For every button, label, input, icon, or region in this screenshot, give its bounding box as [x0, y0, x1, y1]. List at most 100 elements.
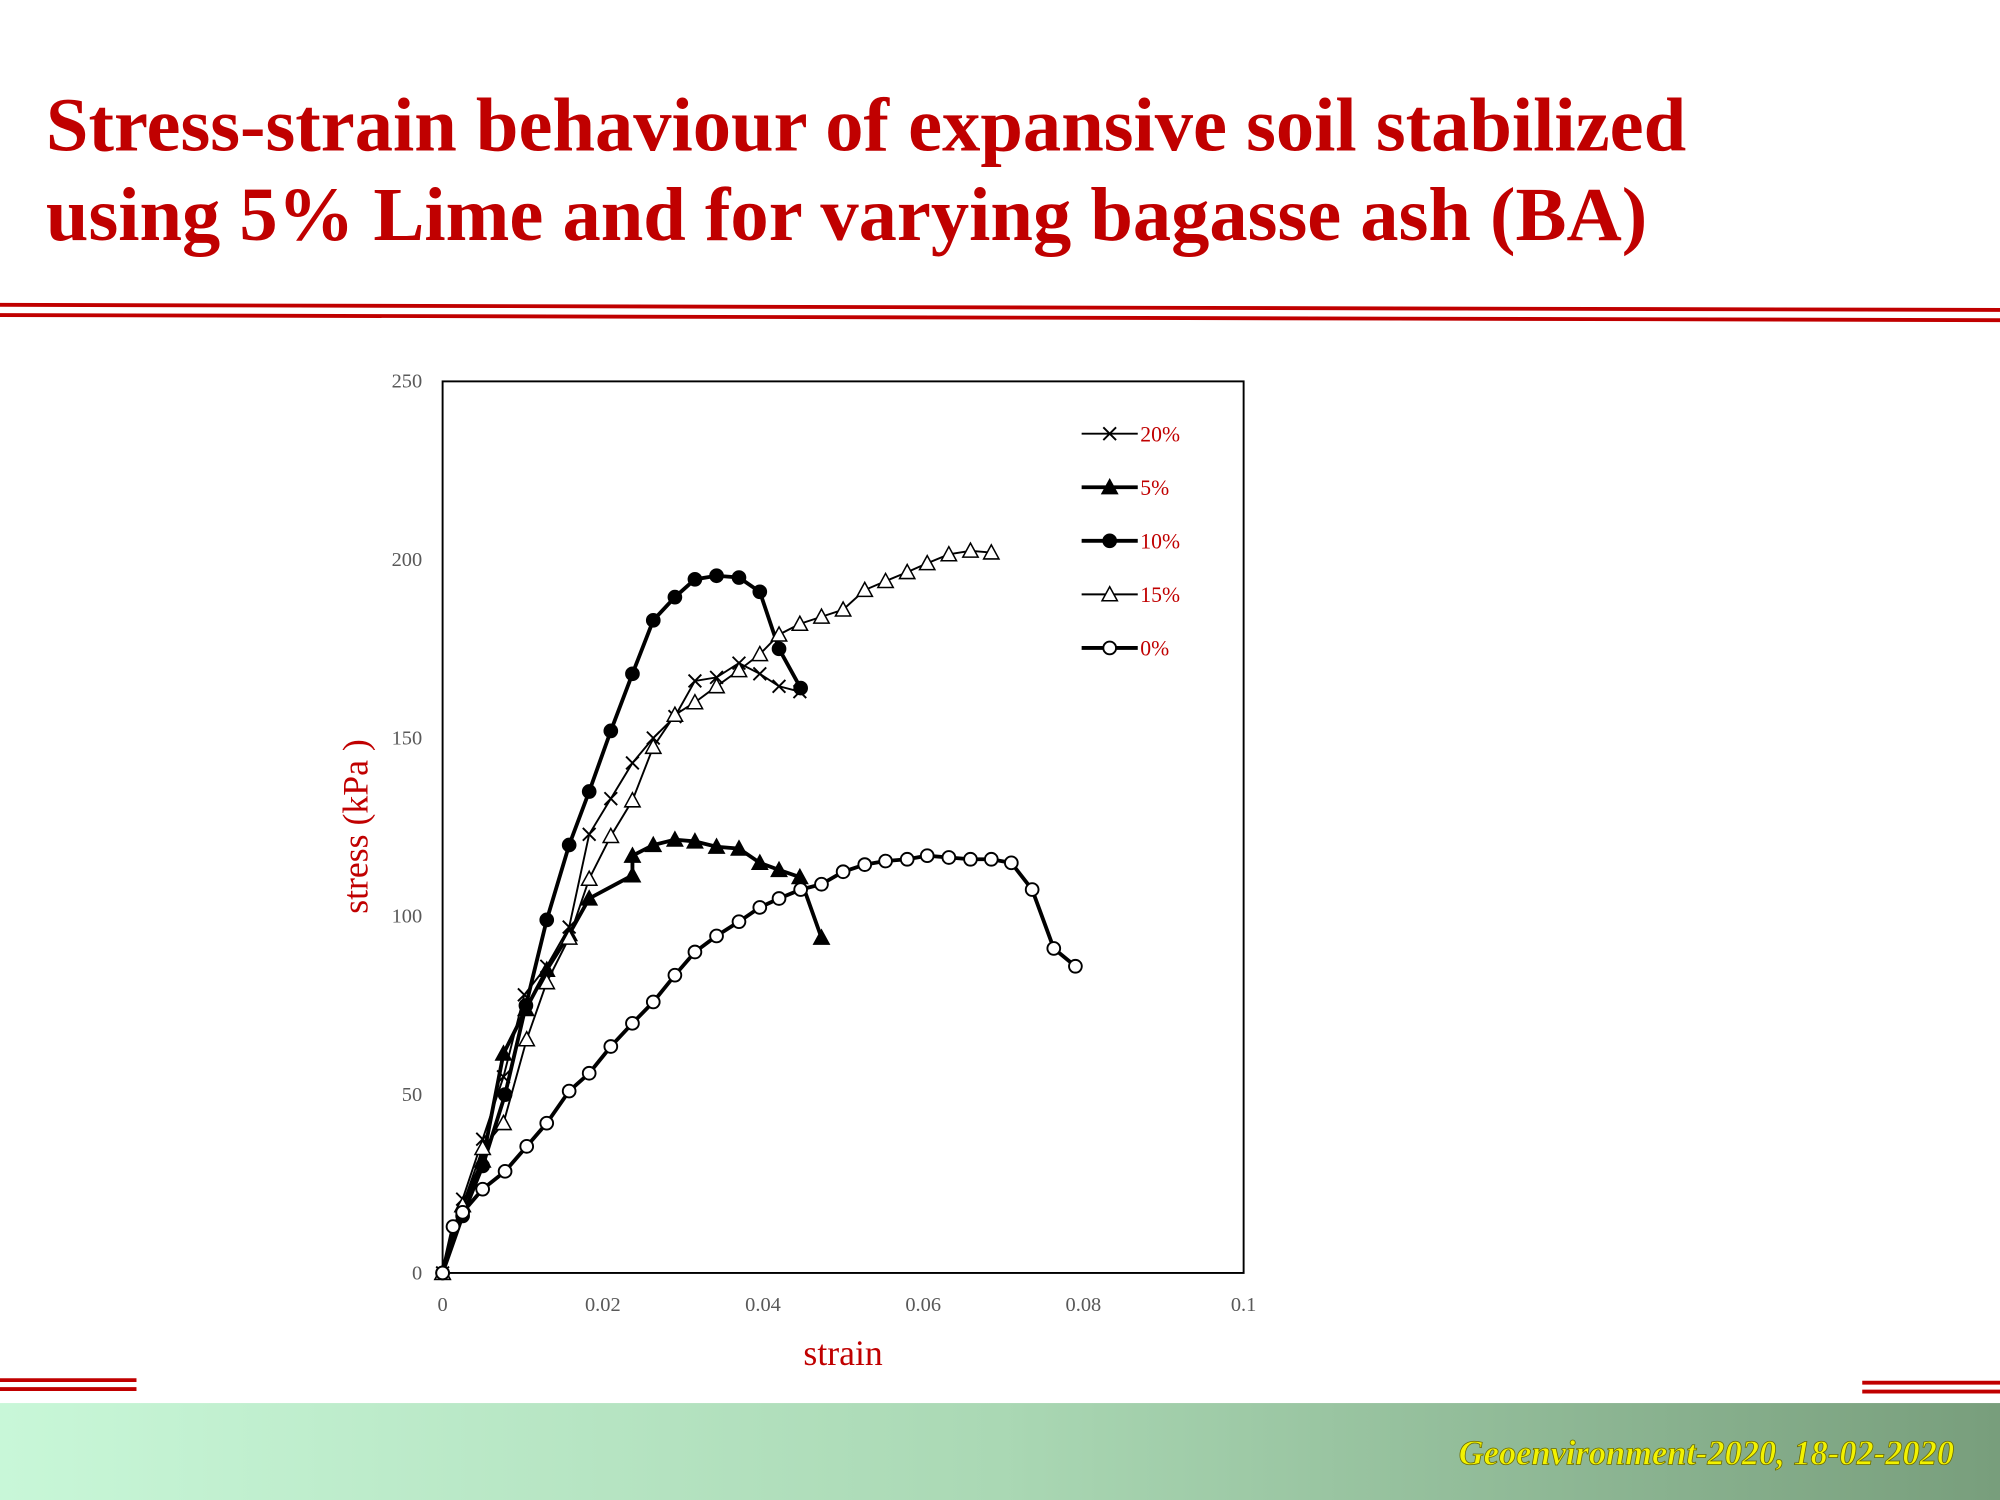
series-line — [441, 549, 992, 1274]
marker — [625, 1015, 640, 1031]
footer-rule — [0, 1378, 2000, 1394]
marker — [644, 835, 663, 853]
x-tick-label: 0.1 — [1231, 1294, 1257, 1316]
marker — [982, 543, 1001, 560]
series-line — [440, 573, 803, 1274]
marker — [580, 869, 599, 887]
marker — [623, 791, 642, 808]
legend-label: 15% — [1140, 583, 1180, 607]
marker — [494, 1044, 513, 1061]
marker — [709, 568, 724, 584]
marker — [963, 851, 978, 867]
marker — [919, 848, 935, 864]
marker — [752, 900, 768, 915]
marker — [750, 853, 769, 870]
marker — [730, 839, 748, 856]
y-tick-label: 100 — [392, 906, 423, 928]
marker — [582, 827, 597, 842]
marker — [918, 554, 937, 571]
marker — [1024, 882, 1040, 897]
y-tick-label: 150 — [392, 727, 423, 749]
footer-text: Geoenvironment-2020, 18-02-2020 — [1459, 1434, 1954, 1472]
marker — [961, 541, 980, 558]
marker — [645, 612, 661, 628]
marker — [603, 723, 619, 739]
x-tick-label: 0.06 — [905, 1294, 941, 1316]
marker — [581, 1065, 597, 1081]
marker — [581, 784, 597, 799]
marker — [857, 857, 873, 872]
legend-label: 10% — [1140, 529, 1180, 553]
marker — [687, 571, 703, 587]
marker — [793, 680, 808, 696]
marker — [623, 866, 642, 883]
marker — [1046, 941, 1062, 956]
y-axis-label: stress (kPa ) — [335, 739, 375, 914]
marker — [793, 882, 808, 897]
marker — [707, 677, 726, 694]
x-axis-label: strain — [803, 1333, 882, 1373]
marker — [519, 1139, 535, 1154]
marker — [539, 1115, 555, 1131]
marker — [812, 607, 831, 624]
marker — [876, 571, 895, 589]
marker — [580, 889, 599, 906]
marker — [983, 851, 999, 867]
x-tick-label: 0.04 — [745, 1294, 781, 1316]
marker — [752, 666, 767, 681]
plot-frame — [441, 380, 1245, 1274]
marker — [625, 755, 640, 771]
marker — [835, 864, 851, 880]
marker — [771, 679, 787, 694]
marker — [539, 912, 555, 928]
marker — [667, 967, 683, 983]
marker — [445, 1219, 461, 1234]
marker — [665, 705, 684, 722]
marker — [517, 1030, 536, 1047]
marker — [899, 851, 915, 867]
marker — [561, 1083, 577, 1099]
marker — [898, 562, 917, 580]
x-tick-label: 0.02 — [585, 1294, 621, 1316]
y-tick-label: 200 — [392, 549, 423, 571]
slide-title: using 5% Lime and for varying bagasse as… — [46, 172, 1647, 257]
marker — [494, 1113, 513, 1131]
marker — [644, 737, 663, 755]
marker — [603, 1039, 619, 1054]
x-tick-label: 0 — [438, 1294, 448, 1316]
marker — [518, 998, 534, 1013]
marker — [687, 944, 703, 960]
marker — [939, 545, 958, 562]
marker — [645, 994, 661, 1010]
marker — [814, 876, 829, 892]
marker — [855, 580, 874, 598]
marker — [473, 1138, 492, 1156]
marker — [878, 853, 893, 869]
marker — [667, 589, 683, 605]
marker — [812, 928, 831, 945]
marker — [941, 850, 957, 865]
marker — [685, 832, 704, 849]
legend-marker — [1102, 533, 1118, 549]
marker — [771, 641, 787, 657]
marker — [497, 1163, 513, 1179]
legend-marker — [1102, 640, 1118, 656]
series-line — [440, 853, 1077, 1274]
legend-marker — [1102, 426, 1117, 441]
legend-label: 0% — [1140, 637, 1169, 661]
legend-marker — [1100, 585, 1119, 602]
x-tick-label: 0.08 — [1066, 1294, 1102, 1316]
marker — [475, 1181, 490, 1197]
marker — [1003, 855, 1019, 871]
marker — [1068, 958, 1083, 974]
footer-band — [0, 1403, 2000, 1500]
marker — [731, 570, 747, 585]
marker — [601, 826, 620, 844]
title-rule — [0, 302, 2000, 323]
marker — [707, 837, 726, 854]
legend-marker — [1100, 477, 1119, 495]
marker — [455, 1204, 470, 1220]
marker — [770, 625, 788, 642]
series-line — [441, 662, 801, 1274]
